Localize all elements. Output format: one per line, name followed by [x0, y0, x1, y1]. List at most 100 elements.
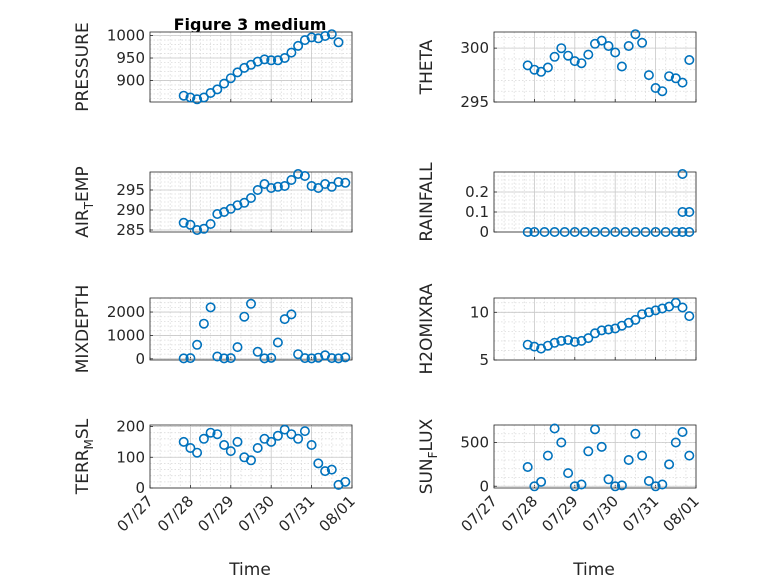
data-point	[677, 426, 688, 437]
data-point	[185, 219, 196, 230]
data-point	[286, 309, 297, 320]
data-point	[326, 29, 337, 40]
axes-background	[494, 172, 696, 232]
data-point	[239, 197, 250, 208]
data-point	[326, 464, 337, 475]
data-point	[620, 227, 631, 238]
data-point	[212, 209, 223, 220]
data-point	[677, 302, 688, 313]
data-point	[576, 58, 587, 69]
subplot-rainfall: 0 0.1 0.2 RAINFALL	[417, 162, 697, 242]
y-tick-label: 0.2	[465, 183, 489, 201]
y-axis-label: TERRMSL	[73, 418, 96, 495]
y-tick-label: 290	[116, 201, 145, 219]
data-point	[610, 47, 621, 58]
data-point	[259, 353, 270, 364]
y-tick-label: 100	[116, 448, 145, 466]
data-point	[299, 353, 310, 364]
data-point	[623, 454, 634, 465]
data-point	[630, 227, 641, 238]
data-point	[232, 436, 243, 447]
data-point	[252, 346, 263, 357]
data-point	[677, 77, 688, 88]
data-point	[603, 474, 614, 485]
data-point	[569, 56, 580, 67]
data-point	[313, 458, 324, 469]
data-point	[178, 353, 189, 364]
data-point	[657, 479, 668, 490]
data-point	[569, 227, 580, 238]
data-point	[529, 64, 540, 75]
y-tick-label: 200	[116, 418, 145, 436]
data-point	[677, 227, 688, 238]
data-point	[192, 339, 203, 350]
data-point	[596, 35, 607, 46]
data-point	[670, 297, 681, 308]
data-point	[198, 223, 209, 234]
data-point	[657, 303, 668, 314]
data-point	[563, 50, 574, 61]
subplot-pressure: 900 950 1000 PRESSURE	[73, 22, 353, 112]
data-point	[583, 446, 594, 457]
data-point	[185, 353, 196, 364]
data-point	[293, 433, 304, 444]
data-point	[684, 54, 695, 65]
data-point	[589, 227, 600, 238]
data-point	[239, 311, 250, 322]
data-point	[536, 66, 547, 77]
x-axis-label-right: Time	[572, 560, 615, 580]
data-point	[536, 476, 547, 487]
data-point	[549, 51, 560, 62]
data-point	[272, 181, 283, 192]
data-point	[279, 424, 290, 435]
data-point	[549, 227, 560, 238]
data-point	[664, 71, 675, 82]
y-tick-label: 295	[116, 181, 145, 199]
data-point	[306, 181, 317, 192]
data-point	[563, 468, 574, 479]
data-point	[232, 67, 243, 78]
subplot-h2omixra: 5 10 H2OMIXRA	[417, 283, 697, 375]
y-axis-label: PRESSURE	[73, 22, 93, 111]
data-point	[677, 169, 688, 180]
data-point	[198, 92, 209, 103]
data-point	[630, 29, 641, 40]
axes-frame	[493, 297, 697, 361]
data-point	[272, 430, 283, 441]
data-point	[198, 433, 209, 444]
data-point	[559, 227, 570, 238]
data-point	[232, 342, 243, 353]
data-point	[252, 442, 263, 453]
data-point	[259, 54, 270, 65]
subplot-theta: 295 300 THETA	[417, 29, 697, 111]
data-point	[178, 217, 189, 228]
data-point	[266, 55, 277, 66]
data-point	[556, 437, 567, 448]
data-point	[603, 40, 614, 51]
data-point	[205, 427, 216, 438]
data-point	[569, 481, 580, 492]
data-point	[299, 171, 310, 182]
x-axis-label-left: Time	[228, 560, 271, 580]
data-point	[610, 481, 621, 492]
data-point	[542, 450, 553, 461]
data-point	[640, 227, 651, 238]
data-point	[589, 424, 600, 435]
data-point	[340, 352, 351, 363]
data-point	[286, 429, 297, 440]
data-point	[313, 33, 324, 44]
data-point	[340, 476, 351, 487]
data-point	[320, 466, 331, 477]
data-point	[212, 429, 223, 440]
data-point	[333, 37, 344, 48]
y-tick-label: 10	[470, 303, 489, 321]
data-point	[549, 423, 560, 434]
data-point	[272, 55, 283, 66]
y-tick-label: 2000	[107, 303, 145, 321]
y-tick-label: 0	[479, 223, 489, 241]
data-point	[279, 314, 290, 325]
data-point	[299, 426, 310, 437]
data-point	[205, 219, 216, 230]
data-point	[664, 459, 675, 470]
data-point	[643, 307, 654, 318]
